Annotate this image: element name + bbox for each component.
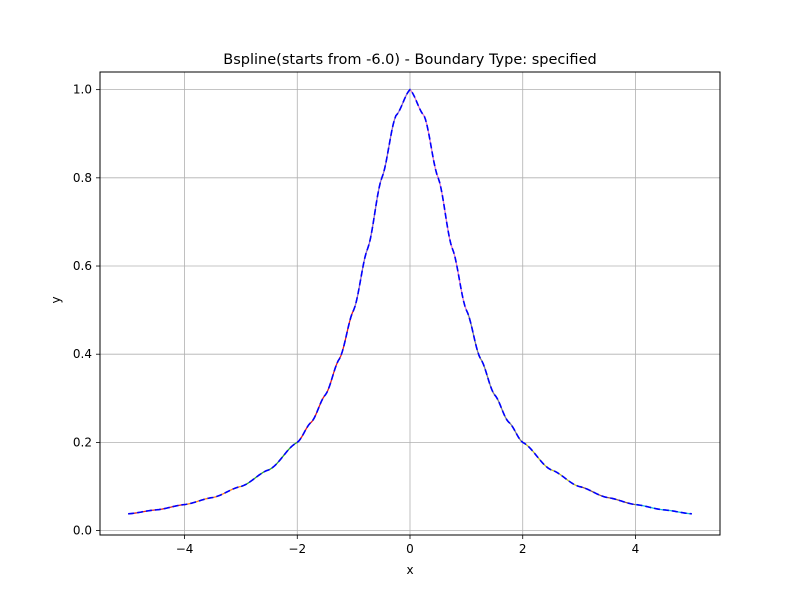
y-tick-label: 0.4: [73, 347, 92, 361]
y-axis-label: y: [49, 296, 63, 303]
x-axis-label: x: [406, 563, 413, 577]
y-tick-label: 0.8: [73, 171, 92, 185]
x-tick-label: 2: [519, 542, 527, 556]
y-tick-label: 0.0: [73, 524, 92, 538]
y-tick-label: 0.2: [73, 435, 92, 449]
y-tick-label: 0.6: [73, 259, 92, 273]
x-tick-label: 0: [406, 542, 414, 556]
y-axis-ticks: 0.0 0.2 0.4 0.6 0.8 1.0: [73, 83, 100, 538]
x-axis-ticks: −4 −2 0 2 4: [176, 535, 640, 556]
chart-title: Bspline(starts from -6.0) - Boundary Typ…: [223, 52, 596, 68]
x-tick-label: 4: [632, 542, 640, 556]
x-tick-label: −4: [176, 542, 194, 556]
x-tick-label: −2: [288, 542, 306, 556]
series-line-dashed: [128, 88, 692, 515]
curves: [128, 88, 692, 515]
y-tick-label: 1.0: [73, 83, 92, 97]
